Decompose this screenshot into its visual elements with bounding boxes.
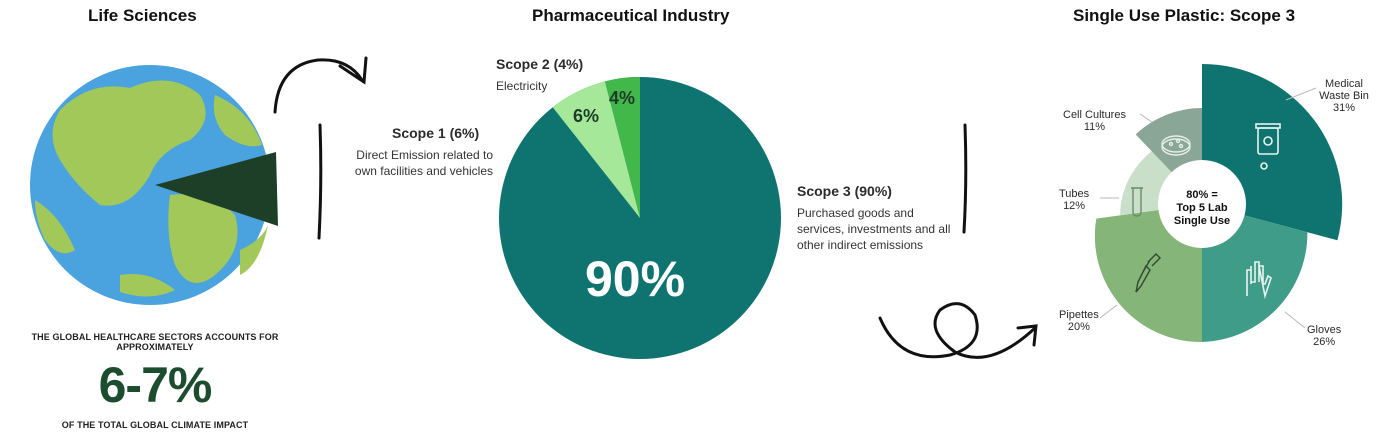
segment-label-medical-waste-bin: Medical Waste Bin 31% bbox=[1319, 78, 1369, 114]
glove-icon bbox=[1246, 261, 1272, 300]
divider-line bbox=[962, 123, 968, 234]
plastic-rose-chart bbox=[1094, 63, 1343, 343]
curved-arrow-icon bbox=[273, 56, 368, 114]
pipette-icon bbox=[1135, 253, 1161, 293]
climate-impact-value: 6-7% bbox=[98, 357, 213, 413]
scope2-heading: Scope 2 (4%) bbox=[496, 56, 584, 72]
scope3-heading: Scope 3 (90%) bbox=[797, 183, 892, 199]
slice-label-scope2: 4% bbox=[609, 88, 636, 108]
loop-arrow-icon bbox=[878, 302, 1038, 359]
segment-label-pipettes: Pipettes 20% bbox=[1059, 309, 1099, 333]
scope1-desc: Direct Emission related to own facilitie… bbox=[354, 148, 493, 178]
globe-icon bbox=[30, 65, 278, 305]
slice-label-scope3: 90% bbox=[585, 251, 686, 307]
plastic-title: Single Use Plastic: Scope 3 bbox=[1073, 6, 1296, 25]
divider-line bbox=[317, 123, 323, 240]
pharma-pie bbox=[499, 76, 781, 359]
life-sciences-title: Life Sciences bbox=[88, 6, 197, 25]
plastic-center-label: 80% = Top 5 Lab Single Use bbox=[1173, 189, 1231, 227]
climate-caption-top: THE GLOBAL HEALTHCARE SECTORS ACCOUNTS F… bbox=[31, 332, 279, 352]
slice-label-scope1: 6% bbox=[573, 106, 600, 126]
segment-label-cell-cultures: Cell Cultures 11% bbox=[1063, 109, 1126, 133]
segment-label-gloves: Gloves 26% bbox=[1307, 324, 1342, 348]
climate-caption-bottom: OF THE TOTAL GLOBAL CLIMATE IMPACT bbox=[61, 420, 249, 430]
petri-dish-icon bbox=[1161, 135, 1191, 156]
segment-label-tubes: Tubes 12% bbox=[1059, 188, 1090, 212]
biohazard-bin-icon bbox=[1255, 123, 1281, 170]
emission-wedge bbox=[155, 152, 278, 226]
pharma-title: Pharmaceutical Industry bbox=[532, 6, 730, 25]
test-tube-icon bbox=[1131, 187, 1143, 217]
scope3-desc: Purchased goods and services, investment… bbox=[797, 206, 951, 252]
scope1-heading: Scope 1 (6%) bbox=[392, 125, 480, 141]
scope2-desc: Electricity bbox=[496, 79, 548, 93]
